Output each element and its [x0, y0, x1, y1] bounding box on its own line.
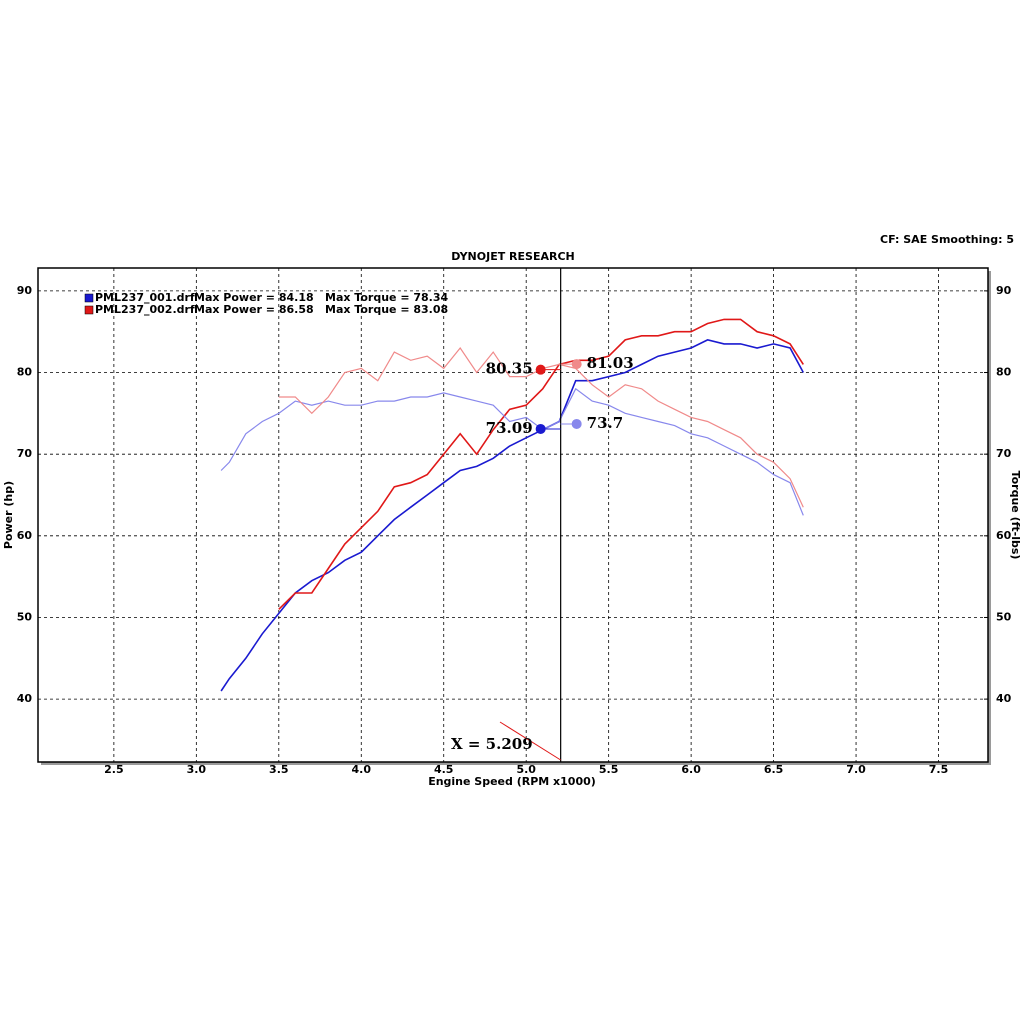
y-tick-label: 40: [17, 692, 33, 705]
readout-dot: [571, 418, 582, 429]
legend-max-power: Max Power = 86.58: [194, 303, 314, 316]
x-tick-label: 7.5: [929, 763, 949, 776]
cursor-label: X = 5.209: [451, 735, 533, 753]
plot-frame: [37, 267, 989, 763]
y-tick-label: 50: [17, 610, 33, 623]
x-tick-label: 4.5: [434, 763, 454, 776]
chart-title: DYNOJET RESEARCH: [451, 250, 574, 263]
y2-tick-label: 40: [996, 692, 1012, 705]
series-line: [220, 387, 804, 516]
readout-dot: [535, 364, 546, 375]
readout-dot: [535, 423, 546, 434]
x-tick-label: 3.0: [187, 763, 207, 776]
readout-label: 73.09: [486, 419, 533, 437]
y2-tick-label: 90: [996, 284, 1012, 297]
x-tick-label: 2.5: [104, 763, 124, 776]
readout-label: 81.03: [587, 354, 634, 372]
legend-swatch: [84, 305, 94, 315]
x-tick-label: 4.0: [352, 763, 372, 776]
readout-label: 73.7: [587, 414, 624, 432]
x-axis-label: Engine Speed (RPM x1000): [428, 775, 596, 788]
legend-max-power: Max Power = 84.18: [194, 291, 314, 304]
y-tick-label: 70: [17, 447, 33, 460]
y-tick-label: 60: [17, 529, 33, 542]
x-tick-label: 6.0: [681, 763, 701, 776]
series-line: [220, 339, 805, 692]
series-line: [278, 318, 804, 610]
y-tick-label: 90: [17, 284, 33, 297]
y-tick-label: 80: [17, 366, 33, 379]
legend-max-torque: Max Torque = 78.34: [325, 291, 449, 304]
x-tick-label: 7.0: [846, 763, 866, 776]
cursor-pointer: [499, 721, 561, 761]
y2-tick-label: 60: [996, 529, 1012, 542]
y2-axis-label: Torque (ft-lbs): [1009, 471, 1022, 560]
legend-name: PML237_002.drf: [95, 303, 195, 316]
x-tick-label: 6.5: [764, 763, 784, 776]
y2-tick-label: 50: [996, 610, 1012, 623]
legend-name: PML237_001.drf: [95, 291, 195, 304]
legend-swatch: [84, 293, 94, 303]
x-tick-label: 5.0: [516, 763, 536, 776]
y2-tick-label: 80: [996, 366, 1012, 379]
y2-tick-label: 70: [996, 447, 1012, 460]
x-tick-label: 3.5: [269, 763, 289, 776]
x-tick-label: 5.5: [599, 763, 619, 776]
y-axis-label: Power (hp): [2, 481, 15, 549]
legend-max-torque: Max Torque = 83.08: [325, 303, 448, 316]
header: CF: SAE Smoothing: 5: [880, 233, 1014, 246]
readout-label: 80.35: [486, 360, 533, 378]
readout-dot: [571, 359, 582, 370]
